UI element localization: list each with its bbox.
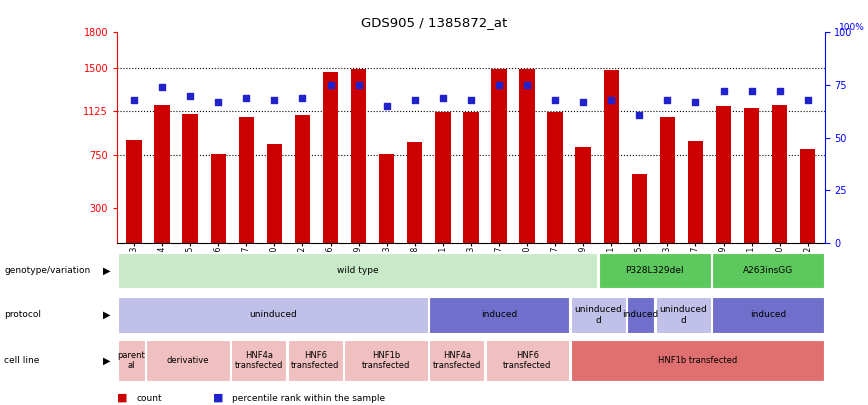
Point [127,96,141,103]
Point [633,111,647,118]
Point [549,96,562,103]
Text: ■: ■ [213,393,223,403]
Text: wild type: wild type [337,266,378,275]
Bar [772,105,787,243]
Point [688,99,702,105]
FancyBboxPatch shape [147,340,229,381]
Bar [800,149,815,243]
FancyBboxPatch shape [571,340,824,381]
Point [436,94,450,101]
Bar [351,69,366,243]
Point [604,96,618,103]
Text: ▶: ▶ [103,310,110,320]
Bar [603,70,619,243]
Bar [548,112,562,243]
Text: uninduced
d: uninduced d [659,305,707,324]
Point [520,82,534,88]
Text: uninduced
d: uninduced d [575,305,622,324]
Point [773,88,786,95]
FancyBboxPatch shape [486,340,569,381]
Point [352,82,365,88]
Text: ■: ■ [117,393,128,403]
Bar [435,112,450,243]
FancyBboxPatch shape [430,297,569,333]
Text: GDS905 / 1385872_at: GDS905 / 1385872_at [361,16,507,29]
Text: induced: induced [481,310,517,320]
FancyBboxPatch shape [713,253,824,288]
Bar [464,112,478,243]
FancyBboxPatch shape [599,253,711,288]
FancyBboxPatch shape [628,297,654,333]
Point [717,88,731,95]
Text: parent
al: parent al [117,351,145,370]
Text: derivative: derivative [167,356,209,365]
Point [240,94,253,101]
Point [324,82,338,88]
Text: P328L329del: P328L329del [626,266,684,275]
Text: cell line: cell line [4,356,40,365]
Text: HNF1b transfected: HNF1b transfected [658,356,737,365]
Bar [687,141,703,243]
FancyBboxPatch shape [430,340,484,381]
FancyBboxPatch shape [118,297,428,333]
FancyBboxPatch shape [118,253,597,288]
Point [295,94,309,101]
Bar [182,114,198,243]
Text: genotype/variation: genotype/variation [4,266,90,275]
Text: ▶: ▶ [103,265,110,275]
FancyBboxPatch shape [655,297,711,333]
Bar [491,69,507,243]
Text: uninduced: uninduced [249,310,297,320]
Text: 100%: 100% [838,23,865,32]
Bar [575,147,591,243]
Point [379,103,393,109]
Bar [127,140,141,243]
Bar [407,143,423,243]
Point [408,96,422,103]
Point [661,96,674,103]
Point [801,96,815,103]
Bar [239,117,254,243]
Text: HNF4a
transfected: HNF4a transfected [234,351,283,370]
FancyBboxPatch shape [118,340,145,381]
Point [211,99,225,105]
Bar [519,69,535,243]
Bar [295,115,310,243]
Point [183,92,197,99]
Bar [379,154,394,243]
Text: HNF4a
transfected: HNF4a transfected [432,351,481,370]
FancyBboxPatch shape [713,297,824,333]
Point [464,96,477,103]
Text: HNF6
transfected: HNF6 transfected [503,351,552,370]
Bar [660,117,675,243]
Bar [323,72,339,243]
Point [745,88,759,95]
Text: count: count [136,394,162,403]
Bar [632,174,647,243]
FancyBboxPatch shape [571,297,626,333]
Bar [266,143,282,243]
FancyBboxPatch shape [288,340,343,381]
Point [576,99,590,105]
Point [155,84,169,90]
Text: ▶: ▶ [103,356,110,365]
Bar [211,154,226,243]
Point [267,96,281,103]
Bar [744,109,760,243]
Text: induced: induced [750,310,786,320]
Text: A263insGG: A263insGG [743,266,793,275]
Text: induced: induced [622,310,659,320]
Text: protocol: protocol [4,310,42,320]
Text: percentile rank within the sample: percentile rank within the sample [232,394,385,403]
FancyBboxPatch shape [231,340,286,381]
Text: HNF1b
transfected: HNF1b transfected [362,351,411,370]
Bar [155,105,170,243]
Point [492,82,506,88]
Bar [716,106,731,243]
Text: HNF6
transfected: HNF6 transfected [291,351,339,370]
FancyBboxPatch shape [345,340,428,381]
